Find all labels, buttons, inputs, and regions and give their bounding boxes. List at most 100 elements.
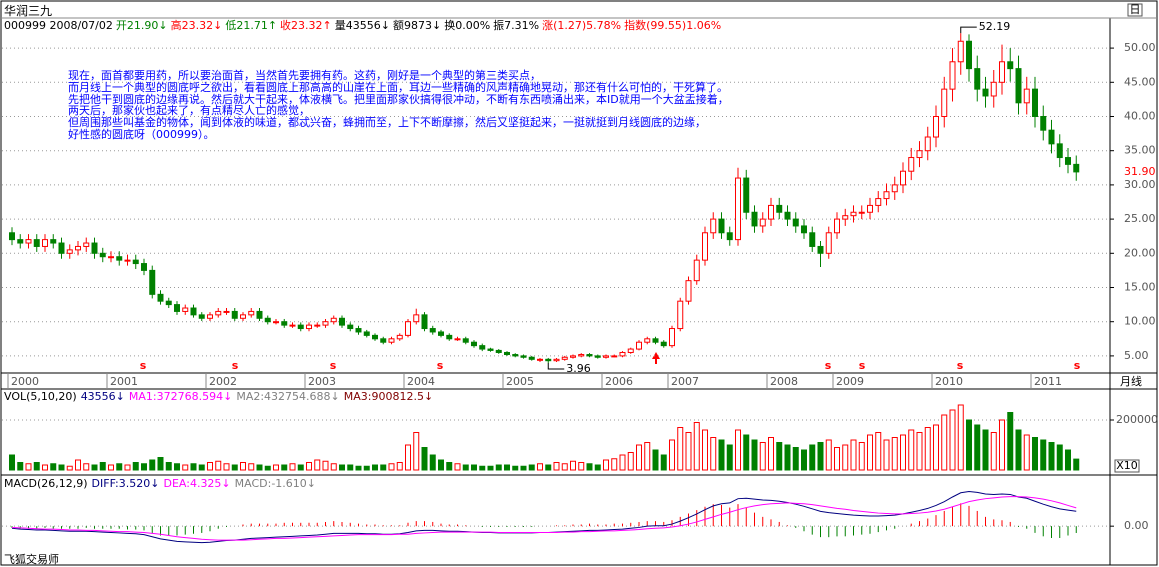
volume-bar bbox=[974, 424, 981, 471]
unit-box bbox=[1114, 459, 1140, 473]
volume-bar bbox=[858, 442, 865, 471]
candle-body bbox=[867, 204, 873, 213]
candle-body bbox=[396, 334, 403, 340]
candle-body bbox=[999, 61, 1005, 83]
volume-bar bbox=[693, 422, 700, 471]
candle-body bbox=[570, 355, 576, 358]
volume-bar bbox=[462, 464, 469, 471]
candle-body bbox=[776, 204, 783, 213]
volume-bar bbox=[479, 465, 486, 471]
x-tick-label: 2004 bbox=[407, 375, 435, 388]
candle-body bbox=[660, 341, 667, 347]
volume-bar bbox=[561, 463, 568, 471]
macd-line bbox=[11, 496, 1077, 541]
x-tick-label: 2008 bbox=[770, 375, 798, 388]
candle-body bbox=[17, 239, 24, 244]
x-tick-label: 2007 bbox=[671, 375, 699, 388]
candle-body bbox=[248, 310, 255, 316]
volume-bar bbox=[215, 460, 222, 471]
volume-bar bbox=[1007, 412, 1014, 471]
footer: 飞狐交易师 bbox=[4, 553, 59, 566]
candle-body bbox=[1032, 88, 1038, 117]
annotation: 52.19 bbox=[979, 20, 1011, 33]
volume-bar bbox=[248, 463, 255, 471]
volume-bar bbox=[743, 434, 750, 471]
volume-bar bbox=[66, 465, 73, 471]
volume-bar bbox=[429, 454, 436, 471]
candle-body bbox=[982, 88, 989, 97]
candle-body bbox=[363, 331, 370, 336]
candle-body bbox=[743, 177, 750, 213]
volume-bar bbox=[380, 464, 387, 471]
volume-bar bbox=[842, 444, 849, 471]
volume-bar bbox=[809, 444, 816, 471]
candle-body bbox=[974, 68, 981, 90]
last-price-label: 31.90 bbox=[1124, 165, 1156, 178]
candle-body bbox=[42, 239, 48, 247]
commentary-line: 但周围那些叫基金的物体，闻到体液的味道，都忒兴奋，蜂拥而至，上下不断摩擦，然后又… bbox=[68, 116, 706, 130]
volume-bar bbox=[891, 437, 898, 471]
candle-body bbox=[545, 358, 552, 362]
stock-name: 华润三九 bbox=[4, 4, 53, 18]
candle-body bbox=[768, 204, 774, 220]
candle-body bbox=[421, 314, 428, 330]
candle-body bbox=[429, 328, 436, 333]
volume-bar bbox=[726, 444, 733, 471]
candle-body bbox=[355, 328, 362, 333]
quote-field: 开21.90↓ bbox=[115, 19, 168, 32]
macd-line bbox=[11, 490, 1077, 544]
volume-bar bbox=[1048, 442, 1055, 471]
volume-bar bbox=[190, 463, 197, 471]
volume-bar bbox=[207, 462, 213, 471]
volume-bar bbox=[363, 465, 370, 471]
volume-bar bbox=[149, 459, 156, 471]
commentary-line: 现在，面首都要用药，所以要治面首，当然首先要拥有药。这药，刚好是一个典型的第三类… bbox=[68, 69, 541, 82]
candle-body bbox=[273, 321, 279, 324]
volume-bar bbox=[1056, 444, 1063, 471]
candle-body bbox=[809, 232, 816, 247]
period-label: 月线 bbox=[1120, 374, 1142, 388]
volume-bar bbox=[347, 464, 354, 471]
candle-body bbox=[141, 263, 147, 271]
candle-body bbox=[372, 334, 378, 340]
candle-body bbox=[759, 218, 766, 227]
x-tick-label: 2003 bbox=[308, 375, 336, 388]
buy-arrow bbox=[652, 352, 660, 364]
macd-header: MACD(26,12,9) DIFF:3.520↓ DEA:4.325↓ MACD:-… bbox=[4, 477, 320, 490]
candle-body bbox=[933, 115, 939, 138]
candle-body bbox=[520, 355, 527, 358]
volume-bar bbox=[388, 463, 395, 471]
candle-body bbox=[380, 338, 387, 343]
volume-bar bbox=[454, 463, 461, 471]
candle-body bbox=[157, 293, 164, 302]
candle-body bbox=[825, 232, 832, 254]
candle-body bbox=[264, 317, 271, 323]
candle-body bbox=[182, 307, 189, 312]
candle-body bbox=[165, 300, 172, 306]
quote-field: 额9873↓ bbox=[392, 19, 442, 32]
volume-bar bbox=[792, 447, 799, 471]
quote-field: 000999 2008/07/02 bbox=[4, 19, 113, 32]
candle-body bbox=[330, 317, 337, 323]
y-tick-label: 15.00 bbox=[1124, 280, 1156, 293]
y-tick-label: 200000 bbox=[1116, 413, 1158, 426]
volume-bar bbox=[396, 462, 403, 471]
commentary: 现在，面首都要用药，所以要治面首，当然首先要拥有药。这药，刚好是一个典型的第三类… bbox=[68, 70, 729, 141]
candle-body bbox=[578, 354, 585, 357]
volume-bar bbox=[487, 465, 494, 471]
period-button-label[interactable]: 日 bbox=[1130, 3, 1141, 16]
volume-bar bbox=[99, 462, 106, 471]
macd-title: MACD(26,12,9) bbox=[4, 477, 88, 490]
volume-bar bbox=[116, 463, 123, 471]
volume-bar bbox=[504, 464, 510, 471]
candle-body bbox=[842, 215, 849, 220]
period-button[interactable] bbox=[1127, 3, 1143, 17]
candle-body bbox=[504, 351, 510, 356]
volume-bar bbox=[916, 432, 923, 471]
signal-icon: s bbox=[437, 359, 444, 372]
candle-body bbox=[858, 211, 865, 214]
candle-body bbox=[627, 348, 634, 353]
candle-body bbox=[1065, 157, 1071, 165]
candle-body bbox=[537, 358, 543, 361]
